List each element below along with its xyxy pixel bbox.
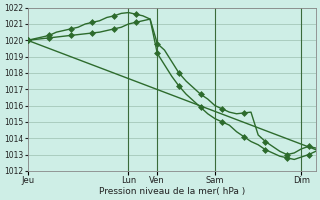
X-axis label: Pression niveau de la mer( hPa ): Pression niveau de la mer( hPa ) (99, 187, 245, 196)
